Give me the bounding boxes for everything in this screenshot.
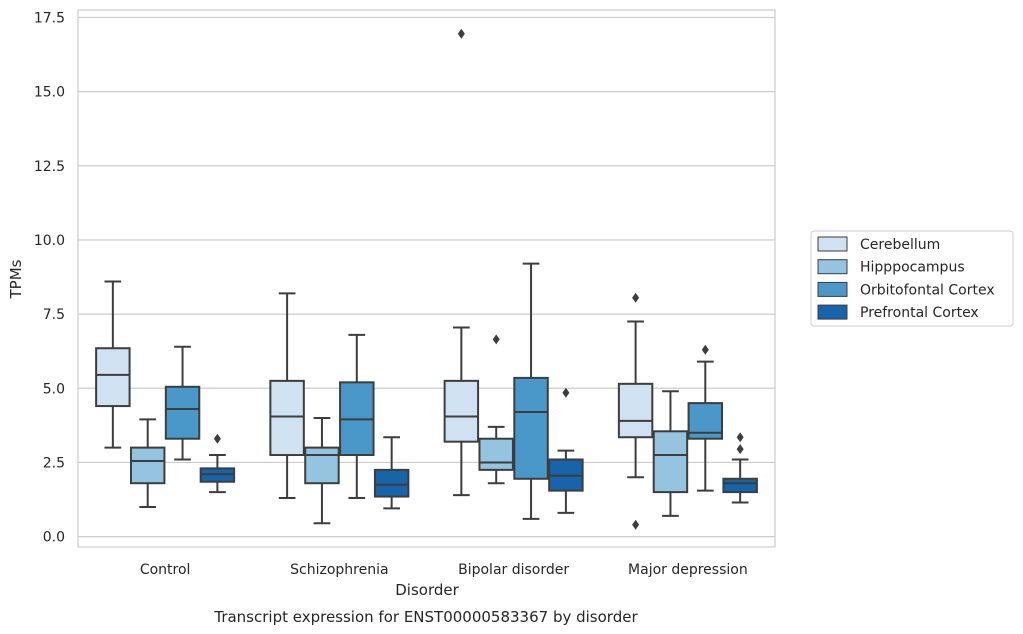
legend-label: Cerebellum [860, 237, 940, 253]
legend-frame [810, 230, 1014, 327]
legend-label: Orbitofontal Cortex [860, 282, 995, 298]
chart-caption: Transcript expression for ENST0000058336… [213, 608, 638, 626]
outlier-point [632, 292, 640, 303]
box [304, 416, 340, 525]
box [164, 345, 201, 461]
box-iqr [722, 477, 758, 494]
y-tick-label: 2.5 [43, 455, 65, 471]
box [129, 418, 166, 508]
box-iqr [269, 379, 305, 457]
box [513, 262, 549, 520]
box [652, 390, 689, 517]
y-axis-ticks: 0.0 2.5 5.0 7.5 10.0 12.5 15.0 17.5 [34, 10, 65, 545]
box [617, 292, 654, 530]
box-iqr [304, 446, 340, 485]
box-iqr [95, 347, 131, 408]
outlier-point [736, 432, 744, 443]
y-axis-label: TPMs [7, 259, 25, 299]
box [269, 292, 305, 500]
box [548, 387, 584, 514]
outlier-point [492, 334, 500, 345]
y-tick-label: 17.5 [34, 10, 65, 26]
x-tick-label: Schizophrenia [290, 562, 388, 578]
x-tick-label: Major depression [628, 562, 748, 578]
y-tick-label: 15.0 [34, 85, 65, 101]
boxes [95, 28, 758, 530]
box [478, 334, 514, 485]
outlier-point [632, 519, 640, 530]
legend: Cerebellum Hipppocampus Orbitofontal Corte… [810, 230, 1014, 327]
box [687, 344, 724, 492]
legend-label: Hipppocampus [860, 260, 965, 276]
y-tick-label: 12.5 [34, 159, 65, 175]
legend-swatch [817, 259, 848, 275]
x-tick-label: Bipolar disorder [458, 562, 569, 578]
box [339, 333, 375, 500]
legend-label: Prefrontal Cortex [860, 305, 979, 321]
box-iqr [652, 430, 689, 494]
y-tick-label: 5.0 [43, 381, 65, 397]
box [722, 432, 758, 504]
box-iqr [478, 437, 514, 471]
box [443, 28, 480, 497]
outlier-point [701, 344, 709, 355]
box-iqr [617, 382, 654, 439]
box-iqr [129, 446, 166, 485]
outlier-point [736, 444, 744, 455]
legend-swatch [817, 281, 848, 297]
y-tick-label: 0.0 [43, 530, 65, 546]
outlier-point [457, 28, 465, 39]
outlier-point [213, 433, 221, 444]
outlier-point [562, 387, 570, 398]
x-axis-ticks: Control Schizophrenia Bipolar disorder Majo… [140, 562, 748, 578]
plot-frame [77, 9, 776, 548]
box [95, 280, 131, 449]
box-iqr [164, 385, 201, 440]
y-tick-label: 7.5 [43, 307, 65, 323]
legend-swatch [817, 304, 848, 320]
box-iqr [443, 379, 480, 443]
y-tick-label: 10.0 [34, 233, 65, 249]
x-axis-label: Disorder [395, 581, 459, 599]
legend-swatch [817, 236, 848, 252]
box-iqr [513, 376, 549, 480]
box [199, 433, 236, 494]
box-iqr [373, 468, 410, 498]
box [373, 436, 410, 510]
x-tick-label: Control [140, 562, 191, 578]
